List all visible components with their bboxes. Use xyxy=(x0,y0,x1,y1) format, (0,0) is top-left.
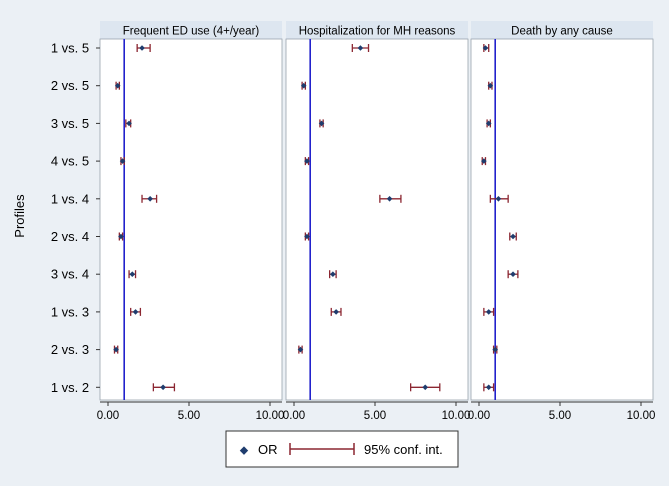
panel-title: Hospitalization for MH reasons xyxy=(299,26,456,38)
panel-title: Frequent ED use (4+/year) xyxy=(123,26,260,38)
or-point xyxy=(422,384,429,391)
or-point xyxy=(304,158,310,164)
or-point xyxy=(487,82,494,89)
y-axis: Profiles 1 vs. 5 2 vs. 5 3 vs. 5 4 vs. 5 1 v… xyxy=(12,41,100,395)
panel-plot-area xyxy=(285,38,469,401)
x-tick-label: 0.00 xyxy=(97,410,119,422)
x-tick-label: 0.00 xyxy=(283,410,305,422)
or-point xyxy=(495,196,502,202)
x-tick-label: 5.00 xyxy=(178,410,200,422)
panel: Frequent ED use (4+/year) 0.00 5.00 10.00 xyxy=(97,21,285,422)
or-point xyxy=(300,82,307,89)
legend: ◆ OR 95% conf. int. xyxy=(225,430,459,468)
legend-ci-icon xyxy=(289,443,355,455)
y-tick-label: 3 vs. 5 xyxy=(51,116,89,131)
x-axis: 0.00 5.00 10.00 xyxy=(283,401,471,422)
x-tick-label: 5.00 xyxy=(364,410,386,422)
or-point xyxy=(492,346,498,353)
or-point xyxy=(510,271,516,277)
panel-title: Death by any cause xyxy=(511,26,613,38)
or-point xyxy=(147,196,153,202)
or-point xyxy=(126,120,132,127)
panel-header-strip xyxy=(471,21,653,39)
or-point xyxy=(386,196,393,202)
y-tick-label: 3 vs. 4 xyxy=(51,267,89,282)
panel-header-strip xyxy=(100,21,282,39)
or-point xyxy=(304,233,310,240)
x-tick-label: 10.00 xyxy=(256,410,285,422)
panel: Death by any cause 0.00 5.00 10.00 xyxy=(468,21,656,422)
y-tick-label: 2 vs. 3 xyxy=(51,342,89,357)
or-point xyxy=(139,45,145,51)
or-point xyxy=(482,45,489,51)
or-point xyxy=(132,309,139,315)
or-point xyxy=(485,309,492,315)
panel-header-strip xyxy=(286,21,468,39)
legend-or-label: OR xyxy=(258,442,278,457)
or-point xyxy=(114,82,121,89)
or-point xyxy=(330,271,336,277)
panel: Hospitalization for MH reasons 0.00 5.00 10… xyxy=(283,21,471,422)
y-tick-label: 1 vs. 2 xyxy=(51,380,89,395)
or-point xyxy=(129,271,136,277)
x-axis: 0.00 5.00 10.00 xyxy=(468,401,656,422)
or-point xyxy=(510,233,516,240)
y-tick-label: 4 vs. 5 xyxy=(51,154,89,169)
or-point xyxy=(485,120,492,127)
panels-group: Frequent ED use (4+/year)0.00 5.00 10.00Ho… xyxy=(97,21,656,422)
or-point xyxy=(485,384,492,391)
legend-ci-label: 95% conf. int. xyxy=(364,442,443,457)
panel-plot-area xyxy=(99,38,283,401)
x-tick-label: 5.00 xyxy=(549,410,571,422)
or-point xyxy=(318,120,325,127)
y-tick-label: 1 vs. 4 xyxy=(51,191,89,206)
y-tick-label: 2 vs. 4 xyxy=(51,229,89,244)
or-point xyxy=(118,233,124,240)
panel-plot-area xyxy=(470,38,654,401)
y-axis-title: Profiles xyxy=(12,194,27,238)
y-tick-label: 1 vs. 3 xyxy=(51,304,89,319)
or-point xyxy=(297,346,304,353)
x-axis: 0.00 5.00 10.00 xyxy=(97,401,285,422)
y-tick-label: 2 vs. 5 xyxy=(51,78,89,93)
or-point xyxy=(119,158,126,164)
y-tick-label: 1 vs. 5 xyxy=(51,41,89,56)
x-tick-label: 10.00 xyxy=(442,410,471,422)
x-tick-label: 0.00 xyxy=(468,410,490,422)
or-point xyxy=(113,346,119,353)
legend-or-marker-icon: ◆ xyxy=(240,445,249,457)
or-point xyxy=(333,309,339,315)
x-tick-label: 10.00 xyxy=(627,410,656,422)
or-point xyxy=(160,384,166,391)
or-point xyxy=(357,45,364,51)
or-point xyxy=(481,158,487,164)
